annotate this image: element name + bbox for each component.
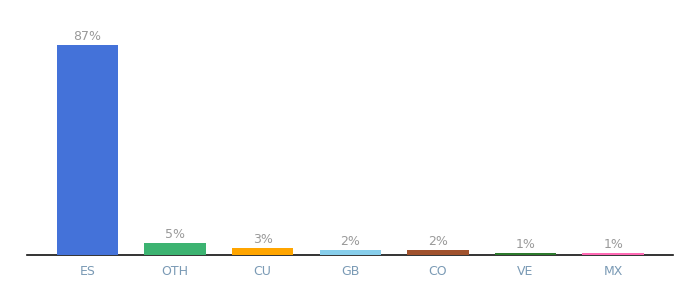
Bar [56,45,118,255]
Bar [320,250,381,255]
Text: 5%: 5% [165,228,185,241]
Text: 1%: 1% [603,238,623,251]
Bar [495,253,556,255]
Text: 2%: 2% [340,235,360,248]
Bar [232,248,293,255]
Bar [144,243,205,255]
Text: 2%: 2% [428,235,448,248]
Text: 87%: 87% [73,30,101,43]
Bar [407,250,469,255]
Text: 1%: 1% [515,238,535,251]
Bar [583,253,644,255]
Text: 3%: 3% [252,233,273,246]
